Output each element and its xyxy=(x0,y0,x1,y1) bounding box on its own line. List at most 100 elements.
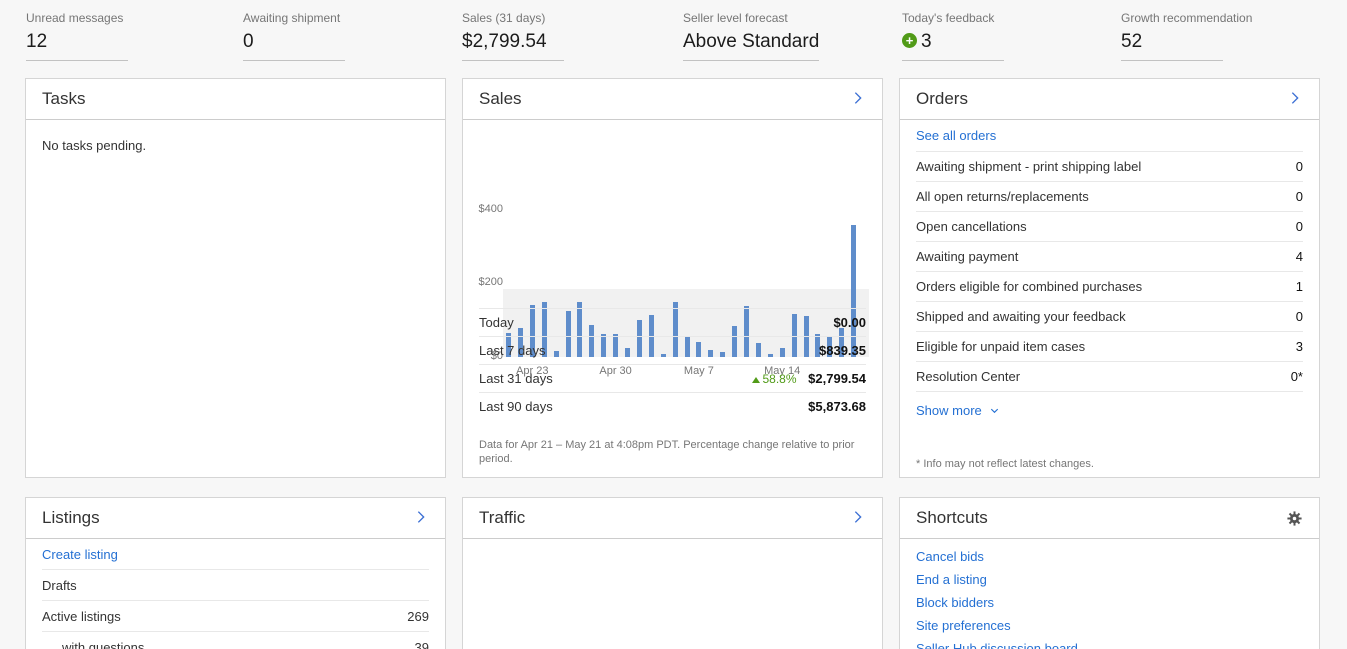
sales-chart-xaxis: Apr 23 Apr 30 May 7 May 14 xyxy=(503,365,869,379)
order-row-label: Eligible for unpaid item cases xyxy=(916,339,1086,354)
x-axis-label: Apr 30 xyxy=(599,365,632,377)
orders-row[interactable]: Open cancellations 0 xyxy=(916,212,1303,242)
stat-growth-recommendation[interactable]: Growth recommendation 52 xyxy=(1121,11,1252,61)
order-row-count: 0 xyxy=(1295,159,1303,174)
orders-row[interactable]: Orders eligible for combined purchases 1 xyxy=(916,272,1303,302)
stat-sales-31-days[interactable]: Sales (31 days) $2,799.54 xyxy=(462,11,564,61)
stat-todays-feedback[interactable]: Today's feedback +3 xyxy=(902,11,1004,61)
traffic-card-header: Traffic xyxy=(463,498,882,539)
sales-bar xyxy=(553,351,559,357)
listings-row-label: Active listings xyxy=(42,608,121,624)
sales-bar xyxy=(506,333,511,357)
shortcuts-card: Shortcuts Cance xyxy=(899,497,1320,649)
period-label: Last 90 days xyxy=(479,399,553,414)
chevron-right-icon[interactable] xyxy=(1287,90,1303,108)
see-all-orders-link[interactable]: See all orders xyxy=(916,128,997,143)
stat-value: 52 xyxy=(1121,30,1223,61)
sales-bar xyxy=(541,302,547,357)
triangle-up-icon xyxy=(751,377,760,383)
sales-bar xyxy=(744,306,749,357)
orders-row[interactable]: All open returns/replacements 0 xyxy=(916,182,1303,212)
listings-row-count: 269 xyxy=(407,608,429,624)
card-title: Traffic xyxy=(479,508,526,527)
shortcut-link[interactable]: Block bidders xyxy=(916,595,995,610)
y-axis-label: $0 xyxy=(490,350,503,362)
order-row-count: 0* xyxy=(1290,369,1303,384)
card-title: Tasks xyxy=(42,89,86,108)
sales-summary-row: Today $0.00 xyxy=(479,309,866,337)
traffic-card: Traffic xyxy=(462,497,883,649)
shortcut-link[interactable]: Cancel bids xyxy=(916,549,984,564)
listings-row[interactable]: with questions 39 xyxy=(42,632,429,649)
order-row-label: Orders eligible for combined purchases xyxy=(916,279,1143,294)
card-title: Shortcuts xyxy=(916,508,988,527)
stat-value: 12 xyxy=(26,30,128,61)
orders-row[interactable]: Eligible for unpaid item cases 3 xyxy=(916,332,1303,362)
order-row-count: 1 xyxy=(1295,279,1303,294)
stat-label: Growth recommendation xyxy=(1121,11,1253,25)
sales-bar xyxy=(672,302,678,357)
chevron-right-icon[interactable] xyxy=(850,90,866,108)
orders-row[interactable]: Awaiting shipment - print shipping label… xyxy=(916,152,1303,182)
orders-row[interactable]: Resolution Center 0* xyxy=(916,362,1303,392)
sales-bar xyxy=(839,328,845,357)
sales-bar xyxy=(636,320,642,357)
stat-value: Above Standard xyxy=(683,30,820,61)
sales-bar xyxy=(625,348,630,357)
x-axis-label: May 7 xyxy=(683,365,714,377)
sales-bar xyxy=(660,354,666,357)
orders-card: Orders See all orders Awaiting shipment … xyxy=(899,78,1320,478)
sales-bar xyxy=(732,326,738,357)
chevron-right-icon[interactable] xyxy=(413,509,429,527)
stat-awaiting-shipment[interactable]: Awaiting shipment 0 xyxy=(243,11,345,61)
order-row-count: 3 xyxy=(1295,339,1303,354)
y-axis-label: $400 xyxy=(478,203,503,215)
order-row-count: 0 xyxy=(1295,189,1303,204)
chevron-right-icon[interactable] xyxy=(850,509,866,527)
create-listing-link[interactable]: Create listing xyxy=(42,546,118,562)
orders-row[interactable]: Awaiting payment 4 xyxy=(916,242,1303,272)
order-row-label: Awaiting shipment - print shipping label xyxy=(916,159,1142,174)
listings-card: Listings Create listing Drafts Active li… xyxy=(25,497,446,649)
plus-circle-icon: + xyxy=(902,33,917,48)
stat-seller-level-forecast[interactable]: Seller level forecast Above Standard xyxy=(683,11,820,61)
tasks-empty-message: No tasks pending. xyxy=(42,138,147,153)
percent-change: 58.8% xyxy=(751,372,797,386)
order-row-label: All open returns/replacements xyxy=(916,189,1089,204)
sales-bar xyxy=(708,350,714,357)
stat-value: +3 xyxy=(902,30,1004,61)
listings-row[interactable]: Active listings 269 xyxy=(42,601,429,632)
stat-label: Unread messages xyxy=(26,11,124,25)
listings-row-label: Drafts xyxy=(42,577,77,593)
sales-bar xyxy=(601,334,607,357)
stat-label: Awaiting shipment xyxy=(243,11,341,25)
listings-row[interactable]: Create listing xyxy=(42,539,429,570)
listings-row-count: 39 xyxy=(414,639,429,649)
sales-card-header: Sales xyxy=(463,79,882,120)
sales-bar xyxy=(613,334,619,357)
stat-unread-messages[interactable]: Unread messages 12 xyxy=(26,11,128,61)
x-axis-label: Apr 23 xyxy=(516,365,549,377)
sales-chart-plot xyxy=(503,210,869,357)
shortcut-link[interactable]: Site preferences xyxy=(916,618,1011,633)
sales-bar xyxy=(767,354,773,357)
sales-bar xyxy=(755,343,761,357)
sales-bar xyxy=(779,348,785,357)
stat-label: Seller level forecast xyxy=(683,11,788,25)
listings-row[interactable]: Drafts xyxy=(42,570,429,601)
sales-bar xyxy=(577,302,583,357)
gear-icon[interactable] xyxy=(1286,510,1303,527)
sales-bar xyxy=(815,334,821,357)
show-more-link[interactable]: Show more xyxy=(916,403,1000,418)
sales-summary-row: Last 7 days $839.35 xyxy=(479,337,866,365)
order-row-count: 0 xyxy=(1295,219,1303,234)
shortcut-link[interactable]: Seller Hub discussion board xyxy=(916,641,1078,649)
sales-bar xyxy=(589,325,595,357)
orders-row[interactable]: Shipped and awaiting your feedback 0 xyxy=(916,302,1303,332)
sales-bar xyxy=(684,336,690,357)
period-value: $2,799.54 xyxy=(808,371,866,386)
sales-bar xyxy=(791,314,797,357)
shortcuts-card-header: Shortcuts xyxy=(900,498,1319,539)
shortcut-link[interactable]: End a listing xyxy=(916,572,987,587)
